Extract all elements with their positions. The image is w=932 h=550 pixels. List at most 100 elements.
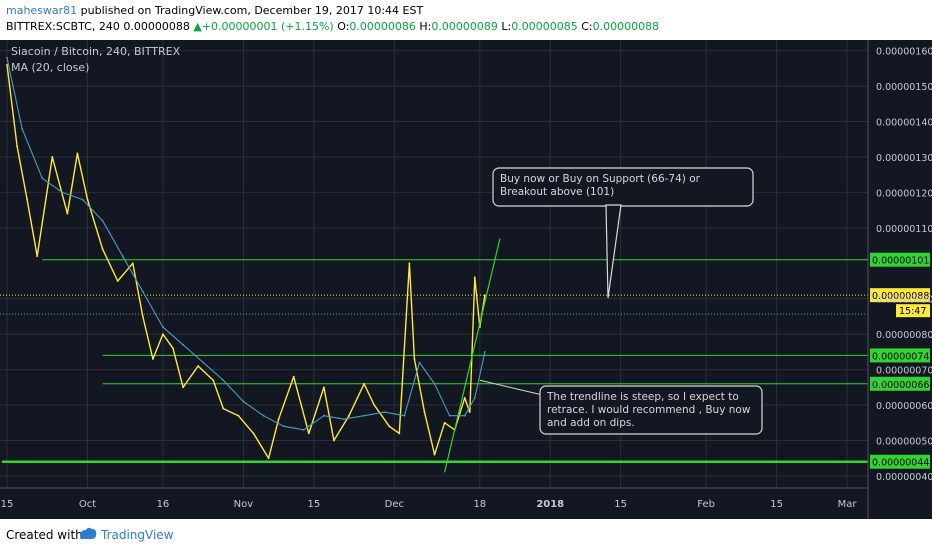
price-point [131,262,134,265]
y-tick-label: 0.00000040 [876,472,932,483]
ma-point [61,191,64,194]
ma-point [242,400,245,403]
ma-point [182,343,184,346]
y-tick-label: 0.00000050 [876,436,932,447]
x-tick-label: Oct [79,499,96,510]
y-tick-label: 0.00000070 [876,366,932,377]
price-point [197,365,200,367]
ma-point [81,198,84,201]
level-price-badge [870,252,930,267]
price-point [463,397,466,399]
ma-point [483,350,486,353]
last-price-label: 0.00000088 [872,291,929,302]
ma-point [463,414,466,417]
ohlc-line: BITTREX:SCBTC, 240 0.00000088 ▲+0.000000… [6,20,659,33]
price-point [151,358,154,360]
price-point [408,262,411,265]
countdown-badge [896,304,930,318]
price-point [16,145,18,148]
plot-area[interactable] [0,40,868,519]
level-price-label: 0.00000066 [872,380,929,391]
low-value: 0.00000085 [511,20,578,33]
price-point [307,432,310,435]
ma-point [363,414,366,417]
callout-buy-box [492,167,754,207]
callout-buy[interactable]: Buy now or Buy on Support (66-74) or Bre… [492,167,754,299]
ma-point [101,219,104,222]
x-tick-label: Nov [234,499,254,510]
x-tick-label: Dec [385,499,404,510]
y-tick-label: 0.00000140 [876,118,932,129]
ma-point [6,56,8,59]
y-tick-label: 0.00000160 [876,47,932,58]
last-price-badge [870,288,930,303]
level-price-label: 0.00000101 [872,256,929,267]
y-tick-label: 0.00000130 [876,153,932,164]
price-point [348,414,350,417]
price-point [473,276,476,279]
x-tick-label: 15 [770,499,783,510]
callout-trendline[interactable]: The trendline is steep, so I expect to r… [539,385,763,435]
trendline[interactable] [444,238,501,473]
price-point [483,294,486,297]
ma-point [343,418,345,421]
footer: Created with TradingView [0,519,932,550]
price-point [51,156,54,158]
y-tick-label: 0.00000150 [876,82,932,93]
chart[interactable]: 0.00000101 0.00000074 0.00000066 0.00000044… [0,40,932,519]
x-tick-label: 18 [473,499,486,510]
last-price: 0.00000088 [123,20,190,33]
price-point [322,386,325,389]
ma-point [403,414,406,417]
price-point [277,418,280,421]
price-point [26,198,29,201]
close-label: C: [581,20,593,33]
y-tick-label: 0.00000110 [876,224,932,235]
price-point [222,407,225,410]
x-tick-label: 15 [1,499,14,510]
price-point [6,63,8,66]
tradingview-logo-icon[interactable] [78,525,98,543]
price-point [433,453,436,456]
ma-point [262,414,265,417]
price-point [101,248,104,250]
callout-trendline-text: The trendline is steep, so I expect to r… [547,391,751,429]
ma-point [162,326,164,328]
ma-point [418,361,421,364]
high-value: 0.00000089 [431,20,498,33]
price-point [373,404,376,406]
price-point [86,198,89,201]
created-with-label: Created with [6,528,83,542]
price-point [267,457,270,460]
change-up-icon: ▲ [193,20,202,33]
price-point [443,421,446,424]
callout-buy-text: Buy now or Buy on Support (66-74) or Bre… [500,173,700,198]
ma-point [202,361,205,364]
price-axis[interactable] [868,40,932,519]
drawings[interactable]: Buy now or Buy on Support (66-74) or Bre… [444,167,763,473]
ma-point [473,397,476,399]
legend-ma: MA (20, close) [11,61,89,74]
low-label: L: [501,20,512,33]
price-point [468,411,471,414]
price-point [252,432,255,435]
tradingview-link[interactable]: TradingView [101,528,174,542]
series [6,56,486,460]
callout-pointer [479,379,541,395]
author-link[interactable]: maheswar81 [6,4,78,17]
price-point [363,382,366,385]
price-point [388,425,391,428]
price-point [333,439,335,442]
level-price-label: 0.00000044 [872,458,929,469]
price-point [116,280,119,282]
change-value: +0.00000001 (+1.15%) [201,20,334,33]
open-value: 0.00000086 [349,20,416,33]
price-point [237,414,240,417]
price-point [141,315,144,318]
level-price-badge [870,454,930,469]
y-tick-label: 0.00000060 [876,401,932,412]
publish-info: published on TradingView.com, December 1… [77,4,424,17]
x-tick-label: 2018 [536,499,564,510]
price-point [423,411,426,414]
ma-point [302,428,305,431]
